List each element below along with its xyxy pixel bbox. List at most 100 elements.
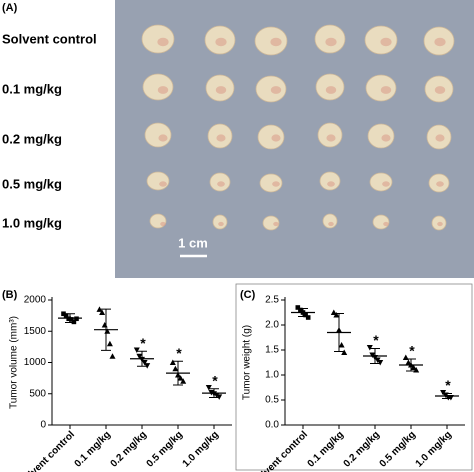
tumor-spot [327, 181, 335, 187]
point [99, 309, 106, 315]
tumor [144, 122, 172, 148]
row-label: 0.2 mg/kg [2, 131, 62, 146]
photo [115, 0, 474, 278]
point [109, 353, 116, 359]
tumor-spot [158, 134, 168, 142]
tumor-spot [328, 221, 334, 227]
panel-label: (C) [240, 289, 256, 301]
row-label: 1.0 mg/kg [2, 215, 62, 230]
tumor [365, 74, 397, 102]
point [101, 322, 108, 328]
point [66, 316, 71, 322]
point [169, 359, 176, 365]
y-tick-label: 2.5 [265, 295, 279, 306]
error-bar [209, 388, 219, 398]
point [104, 328, 111, 334]
point [305, 315, 311, 320]
significance: * [409, 343, 415, 359]
point [366, 345, 373, 351]
tumor-spot [435, 134, 445, 142]
tumor-spot [157, 37, 169, 47]
point [133, 347, 140, 353]
tumor-spot [383, 221, 389, 227]
point [298, 307, 303, 313]
tumor-spot [437, 221, 443, 227]
tumor [142, 73, 174, 101]
y-tick-label: 0.5 [265, 395, 279, 406]
tumor [367, 123, 395, 149]
point [410, 364, 417, 370]
tumor-spot [434, 86, 446, 94]
tumor-spot [157, 86, 169, 94]
point [338, 342, 345, 348]
point [136, 353, 143, 360]
x-tick-label: 0.1 mg/kg [73, 429, 113, 469]
y-tick-label: 1000 [24, 357, 47, 368]
significance: * [445, 377, 451, 393]
x-tick-label: 0.1 mg/kg [306, 429, 346, 469]
tumor-spot [159, 181, 167, 187]
point [377, 360, 384, 366]
x-tick-label: 0.2 mg/kg [109, 429, 149, 469]
panel-frame [235, 283, 473, 471]
point [61, 311, 66, 317]
tumor-spot [380, 86, 392, 94]
error-bar [65, 313, 75, 323]
point [295, 305, 301, 310]
error-bar [370, 348, 380, 364]
row-label: Solvent control [2, 31, 97, 46]
y-tick-label: 500 [29, 388, 46, 399]
tumor-spot [436, 181, 444, 187]
error-bar [406, 358, 416, 372]
error-bar [101, 308, 111, 351]
x-tick-label: 0.2 mg/kg [342, 429, 382, 469]
tumor-spot [380, 37, 392, 47]
tumor [262, 215, 280, 231]
tumor [319, 171, 341, 191]
point [144, 363, 151, 369]
tumor [141, 24, 175, 54]
point [69, 317, 74, 322]
error-bar [298, 308, 308, 317]
point [74, 316, 79, 322]
x-tick-label: 1.0 mg/kg [414, 429, 454, 469]
y-tick-label: 2.0 [265, 320, 279, 331]
tumors [141, 24, 455, 231]
tumor-spot [217, 181, 225, 187]
point [63, 313, 69, 318]
x-tick-label: Solvent control [251, 429, 310, 472]
tumor-spot [271, 134, 281, 142]
tumor [369, 172, 393, 192]
point [205, 385, 212, 391]
tumor-spot [270, 37, 282, 47]
y-tick-label: 1.5 [265, 345, 279, 356]
tumor-spot [218, 221, 224, 227]
y-tick-label: 1.0 [265, 370, 279, 381]
tumor [146, 171, 170, 191]
point [71, 319, 77, 325]
tumor-spot [160, 221, 166, 227]
tumor-spot [216, 134, 226, 142]
point [303, 312, 308, 318]
tumor-spot [325, 86, 337, 94]
tumor-spot [273, 221, 279, 227]
y-axis-label: Tumor volume (mm³) [9, 316, 20, 409]
error-bar [442, 393, 452, 399]
tumor-spot [434, 37, 446, 47]
y-tick-label: 1500 [24, 326, 47, 337]
row-label: 0.5 mg/kg [2, 176, 62, 191]
point [96, 306, 103, 312]
error-bar [334, 313, 344, 352]
x-tick-label: 0.5 mg/kg [378, 429, 418, 469]
y-tick-label: 0 [40, 420, 46, 431]
point [180, 378, 187, 384]
tumor-spot [325, 37, 337, 47]
significance: * [212, 372, 218, 388]
x-tick-label: 0.5 mg/kg [145, 429, 185, 469]
point [216, 394, 223, 400]
tumor-spot [326, 134, 336, 142]
point [172, 365, 179, 372]
row-label: 0.1 mg/kg [2, 81, 62, 96]
significance: * [140, 335, 146, 351]
